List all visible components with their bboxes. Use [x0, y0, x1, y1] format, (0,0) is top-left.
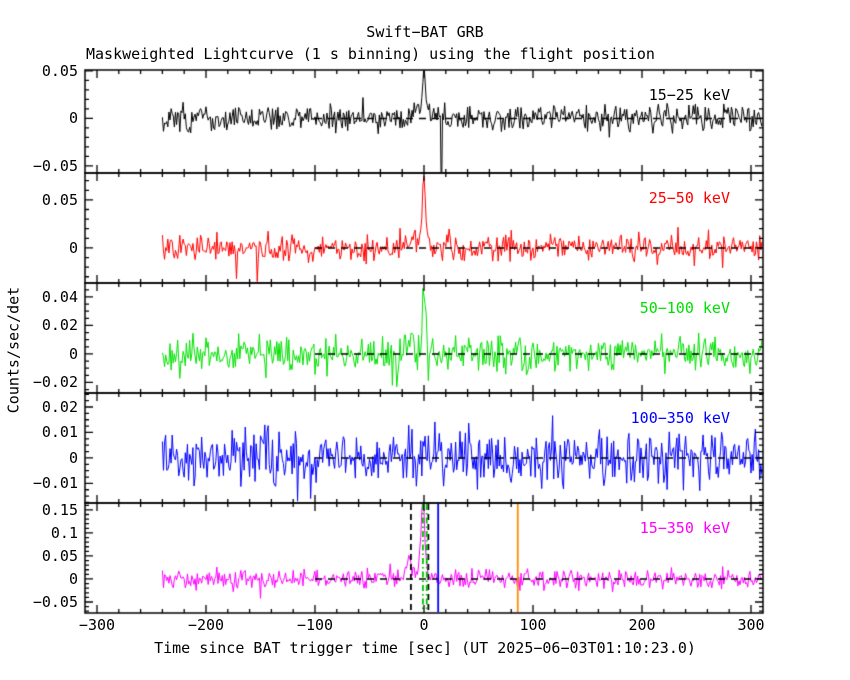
- x-tick-label: −200: [187, 616, 225, 634]
- y-tick-label: 0.05: [41, 190, 78, 209]
- x-tick-label: 200: [628, 616, 656, 634]
- y-tick-label: 0: [68, 448, 78, 467]
- y-tick-label: 0: [68, 344, 78, 363]
- y-tick-label: 0.05: [41, 61, 78, 80]
- y-tick-label: −0.02: [32, 373, 78, 392]
- y-tick-label: −0.01: [32, 474, 78, 493]
- y-tick-label: 0: [68, 569, 78, 588]
- y-tick-label: 0.02: [41, 398, 78, 416]
- y-tick-label: 0.02: [41, 316, 78, 335]
- x-tick-label: 300: [737, 616, 765, 634]
- band-label-5: 15−350 keV: [639, 519, 730, 537]
- x-axis-label: Time since BAT trigger time [sec] (UT 20…: [154, 639, 696, 657]
- x-tick-label: 100: [519, 616, 547, 634]
- y-tick-label: −0.05: [32, 592, 78, 611]
- y-tick-label: 0.1: [50, 523, 78, 542]
- x-tick-label: −100: [296, 616, 334, 634]
- x-tick-label: 0: [419, 616, 429, 634]
- y-tick-label: 0: [68, 238, 78, 257]
- band-label-3: 50−100 keV: [639, 299, 730, 317]
- y-tick-label: 0: [68, 109, 78, 128]
- plot-subtitle: Maskweighted Lightcurve (1 s binning) us…: [86, 45, 655, 63]
- y-tick-label: −0.05: [32, 156, 78, 175]
- band-label-2: 25−50 keV: [648, 189, 730, 207]
- band-label-1: 15−25 keV: [648, 86, 730, 104]
- y-tick-label: 0.15: [41, 500, 78, 519]
- plot-title: Swift−BAT GRB: [366, 23, 484, 41]
- x-tick-label: −300: [78, 616, 116, 634]
- y-tick-label: 0.04: [41, 287, 78, 306]
- y-tick-label: 0.05: [41, 546, 78, 565]
- y-tick-label: 0.01: [41, 423, 78, 442]
- band-label-4: 100−350 keV: [630, 409, 730, 427]
